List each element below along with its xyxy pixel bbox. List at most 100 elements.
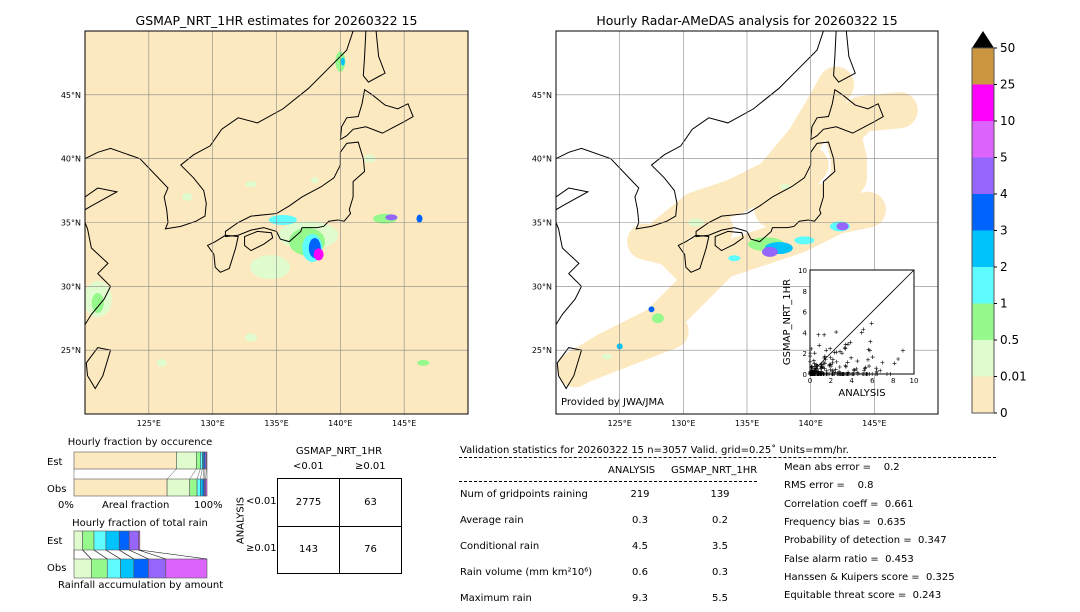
- scatter-point: [849, 355, 854, 360]
- colorbar-segment: [972, 303, 994, 340]
- scatter-point: [817, 343, 822, 348]
- rain-obs-segment: [165, 558, 208, 579]
- stat-label: Average rain: [460, 515, 524, 526]
- rain-est-segment: [128, 530, 139, 551]
- lat-tick-label: 25°N: [532, 346, 552, 355]
- scatter-point: [852, 368, 857, 373]
- scatter-point: [869, 321, 874, 326]
- scatter-point: [874, 369, 879, 374]
- occ-est-segment: [176, 451, 197, 470]
- scatter-point: [808, 354, 813, 359]
- rain-area: [417, 359, 430, 366]
- colorbar-label: 10: [1000, 114, 1015, 128]
- colorbar-segment: [972, 194, 994, 231]
- coastline-sakhalin: [833, 31, 856, 83]
- scatter-point: [868, 339, 873, 344]
- occ-obs-segment: [196, 478, 201, 497]
- scatter-x-tick: 10: [910, 377, 919, 385]
- stat-analysis: 219: [630, 489, 650, 500]
- coastline-honshu: [224, 141, 366, 243]
- lon-tick-label: 135°E: [735, 419, 759, 428]
- rain-area: [651, 313, 664, 324]
- score-item: Probability of detection = 0.347: [784, 535, 947, 547]
- occ-est-segment: [206, 451, 208, 470]
- colorbar-segment: [972, 84, 994, 121]
- lat-tick-label: 25°N: [61, 346, 81, 355]
- stat-analysis: 0.6: [632, 567, 648, 578]
- scatter-point: [821, 361, 826, 366]
- radar-coverage: [646, 66, 855, 254]
- scatter-point: [880, 360, 885, 365]
- cell-hit: 76: [364, 544, 377, 555]
- right-map-title: Hourly Radar-AMeDAS analysis for 2026032…: [596, 13, 898, 28]
- occ-obs-segment: [73, 478, 168, 497]
- scatter-point: [888, 372, 893, 376]
- scatter-point: [830, 372, 835, 376]
- scatter-point: [811, 358, 816, 363]
- scatter-point: [822, 354, 827, 359]
- scatter-point: [861, 327, 866, 332]
- lon-tick-label: 125°E: [137, 419, 161, 428]
- scatter-point: [808, 372, 813, 376]
- left-map-frame: [84, 30, 469, 415]
- scatter-point: [843, 363, 848, 368]
- rain-area: [385, 214, 398, 221]
- occ-est-segment: [196, 451, 201, 470]
- rain-area: [313, 248, 324, 261]
- rain-area: [156, 358, 167, 367]
- rain-area: [836, 222, 849, 231]
- rain-area: [268, 214, 297, 225]
- lat-tick-label: 35°N: [61, 219, 81, 228]
- scatter-point: [819, 365, 824, 370]
- rain-area: [648, 306, 655, 313]
- scatter-point: [878, 368, 883, 373]
- lat-tick-label: 30°N: [61, 282, 81, 291]
- lon-tick-label: 145°E: [862, 419, 886, 428]
- rain-area: [601, 353, 612, 360]
- contingency-table: 2775 63 143 76: [277, 478, 402, 574]
- scatter-point: [809, 346, 814, 351]
- colorbar-label: 0.01: [1000, 370, 1027, 384]
- score-item: Correlation coeff = 0.661: [784, 498, 914, 510]
- rain-area: [182, 192, 193, 201]
- cell-miss: 143: [298, 544, 319, 555]
- scatter-y-tick: 8: [803, 288, 807, 296]
- colorbar-label: 4: [1000, 187, 1008, 201]
- scatter-point: [816, 332, 821, 337]
- scatter-point: [849, 372, 854, 376]
- col-label-ge: ≥0.01: [355, 461, 386, 472]
- scatter-point: [867, 348, 872, 353]
- scatter-point: [862, 368, 867, 373]
- scatter-point: [867, 364, 872, 369]
- occ-row-est: Est: [47, 457, 63, 468]
- scatter-point: [834, 359, 839, 364]
- scatter-point: [837, 364, 842, 369]
- scatter-ylabel: GSMAP_NRT_1HR: [782, 279, 793, 365]
- rain-row-est: Est: [47, 536, 63, 547]
- coastline-shikoku: [714, 230, 744, 252]
- occ-xlabel: Areal fraction: [102, 500, 170, 511]
- stat-analysis: 9.3: [632, 593, 648, 604]
- scatter-point: [839, 372, 844, 376]
- scatter-point: [815, 363, 820, 368]
- scatter-point: [828, 367, 833, 372]
- stat-gsmap: 0.2: [712, 515, 728, 526]
- row-title: ANALYSIS: [235, 496, 247, 545]
- stat-label: Num of gridpoints raining: [460, 489, 588, 500]
- score-item: Hanssen & Kuipers score = 0.325: [784, 571, 955, 583]
- coastline-mainland: [85, 187, 119, 211]
- colorbar-label: 0.5: [1000, 333, 1019, 347]
- colorbar-label: 25: [1000, 78, 1015, 92]
- rain-est-segment: [105, 530, 120, 551]
- scatter-point: [833, 370, 838, 375]
- col-label-lt: <0.01: [293, 461, 324, 472]
- scatter-point: [884, 372, 889, 376]
- scatter-point: [838, 349, 843, 354]
- radar-coverage: [569, 313, 689, 381]
- scatter-point: [834, 350, 839, 355]
- occ-row-obs: Obs: [47, 484, 67, 495]
- rain-area: [340, 57, 345, 66]
- rain-est-segment: [82, 530, 95, 551]
- scatter-point: [822, 366, 827, 371]
- rain-est-segment: [73, 530, 83, 551]
